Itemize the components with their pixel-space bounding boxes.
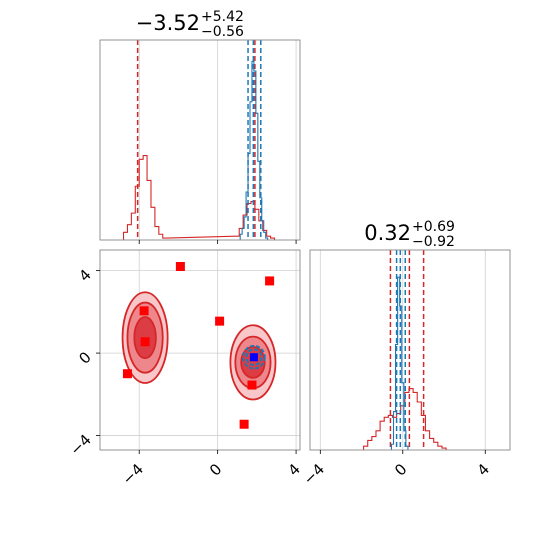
x-tick-label: −4 xyxy=(300,460,328,488)
blue-square-marker xyxy=(249,353,258,362)
y-tick-label: 4 xyxy=(75,266,94,285)
x-tick-label: 0 xyxy=(206,460,225,479)
panel-frame xyxy=(99,39,301,241)
histogram-step-red xyxy=(122,154,276,240)
x-tick-label: 0 xyxy=(391,460,410,479)
red-square-marker xyxy=(140,337,150,347)
top-left-title-minus: −0.56 xyxy=(201,24,244,40)
red-square-marker xyxy=(215,316,225,326)
red-square-marker xyxy=(239,419,249,429)
x-tick-label: 4 xyxy=(474,460,493,479)
red-square-marker xyxy=(265,276,275,286)
y-tick-label: 0 xyxy=(75,348,94,367)
red-square-marker xyxy=(247,380,257,390)
panel-frame xyxy=(99,249,301,451)
top-left-title-plus: +5.42 xyxy=(201,9,244,25)
bottom-right-title-plus: +0.69 xyxy=(412,219,455,235)
blue-contour-level xyxy=(242,344,266,370)
bottom-left-contour-panel: −4 0 4−404 xyxy=(66,249,304,488)
bottom-right-histogram-panel: −4 0 4 xyxy=(300,249,511,488)
top-left-title: −3.52 +5.42 −0.56 xyxy=(136,9,244,40)
bottom-right-title-value: 0.32 xyxy=(364,221,411,245)
top-left-title-value: −3.52 xyxy=(136,11,200,35)
y-tick-label: −4 xyxy=(66,431,94,459)
red-contour-level xyxy=(240,346,266,379)
x-tick-label: −4 xyxy=(119,460,147,488)
bottom-right-title: 0.32 +0.69 −0.92 xyxy=(364,219,455,250)
top-left-histogram-panel xyxy=(99,39,301,244)
histogram-step-red xyxy=(363,388,447,450)
red-square-marker xyxy=(122,369,132,379)
bottom-right-title-minus: −0.92 xyxy=(412,234,455,250)
red-square-marker xyxy=(139,306,149,316)
panel-frame xyxy=(309,249,511,451)
red-square-marker xyxy=(175,261,185,271)
blue-contour-level xyxy=(245,348,263,367)
